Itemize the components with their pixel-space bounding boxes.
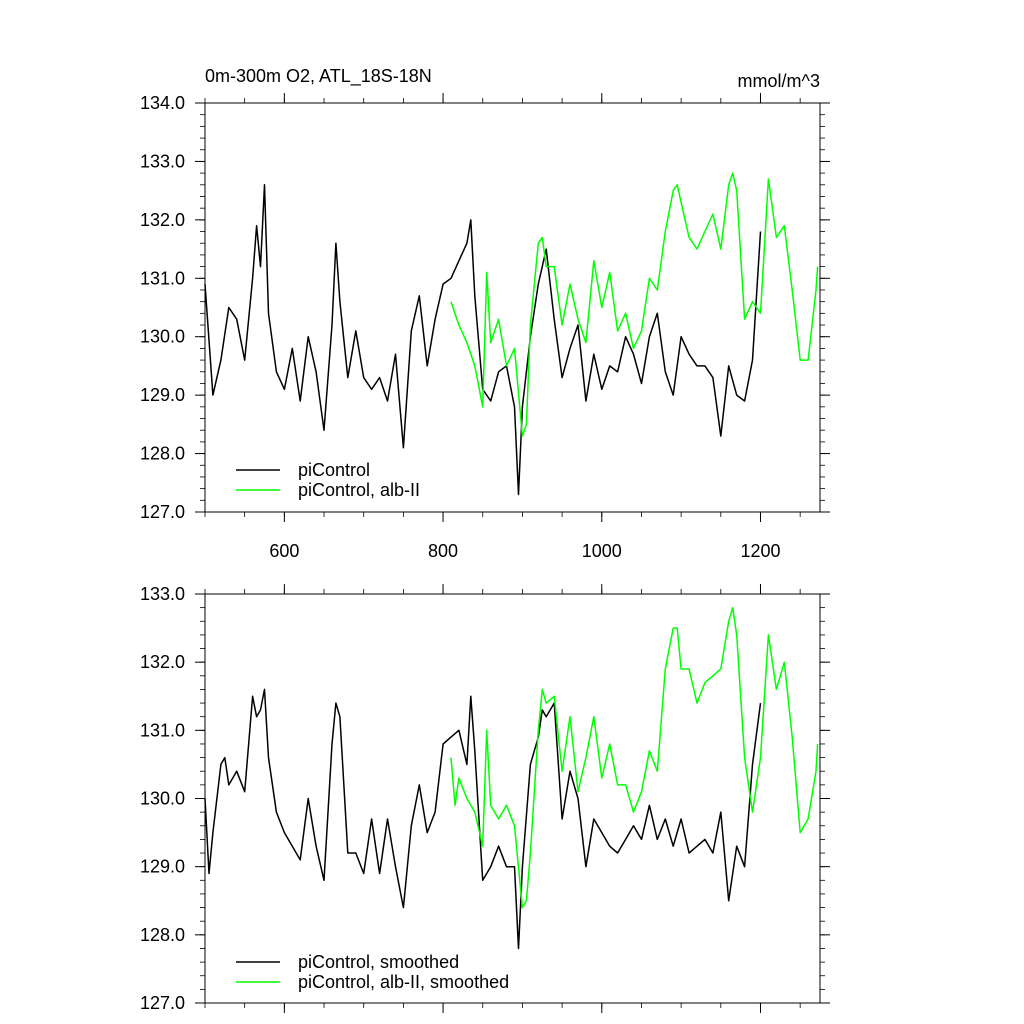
- y-tick-label: 127.0: [140, 502, 185, 522]
- x-tick-label: 1000: [582, 541, 622, 561]
- y-tick-label: 133.0: [140, 151, 185, 171]
- series-line-alb-ii: [450, 172, 819, 437]
- y-tick-label: 134.0: [140, 93, 185, 113]
- legend-label-alb-ii-smoothed: piControl, alb-II, smoothed: [298, 972, 509, 992]
- top-axes-ticks: 127.0 128.0 129.0 130.0 131.0 132.0 133.0 134.0…: [140, 93, 830, 561]
- y-tick-label: 127.0: [140, 993, 185, 1013]
- series-line-picontrol: [204, 184, 762, 496]
- legend-label-picontrol-smoothed: piControl, smoothed: [298, 952, 459, 972]
- y-tick-label: 130.0: [140, 789, 185, 809]
- x-tick-label: 800: [428, 541, 458, 561]
- y-tick-label: 128.0: [140, 444, 185, 464]
- top-legend: piControl piControl, alb-II: [236, 460, 420, 500]
- top-plot-frame: [204, 102, 821, 513]
- series-line-picontrol: [204, 688, 762, 950]
- x-tick-label: 1200: [740, 541, 780, 561]
- series-line-alb-ii: [450, 606, 819, 909]
- panel-title: 0m-300m O2, ATL_18S-18N: [205, 66, 432, 87]
- legend-label-alb-ii: piControl, alb-II: [298, 480, 420, 500]
- bottom-plot-frame: [204, 593, 821, 1004]
- y-tick-label: 132.0: [140, 652, 185, 672]
- bottom-plot-lines: [204, 606, 819, 950]
- bottom-panel: 127.0 128.0 129.0 130.0 131.0 132.0 133.0 piCo…: [140, 584, 830, 1013]
- units-label: mmol/m^3: [738, 71, 820, 91]
- bottom-axes-ticks: 127.0 128.0 129.0 130.0 131.0 132.0 133.0: [140, 584, 830, 1013]
- x-tick-label: 600: [269, 541, 299, 561]
- y-tick-label: 128.0: [140, 925, 185, 945]
- legend-label-picontrol: piControl: [298, 460, 370, 480]
- y-tick-label: 129.0: [140, 857, 185, 877]
- y-tick-label: 131.0: [140, 720, 185, 740]
- y-tick-label: 132.0: [140, 210, 185, 230]
- bottom-legend: piControl, smoothed piControl, alb-II, s…: [236, 952, 509, 992]
- y-tick-label: 129.0: [140, 385, 185, 405]
- top-panel: 0m-300m O2, ATL_18S-18N mmol/m^3 127.012…: [140, 66, 830, 561]
- y-tick-label: 130.0: [140, 327, 185, 347]
- y-tick-label: 133.0: [140, 584, 185, 604]
- y-tick-label: 131.0: [140, 268, 185, 288]
- top-plot-lines: [204, 172, 819, 496]
